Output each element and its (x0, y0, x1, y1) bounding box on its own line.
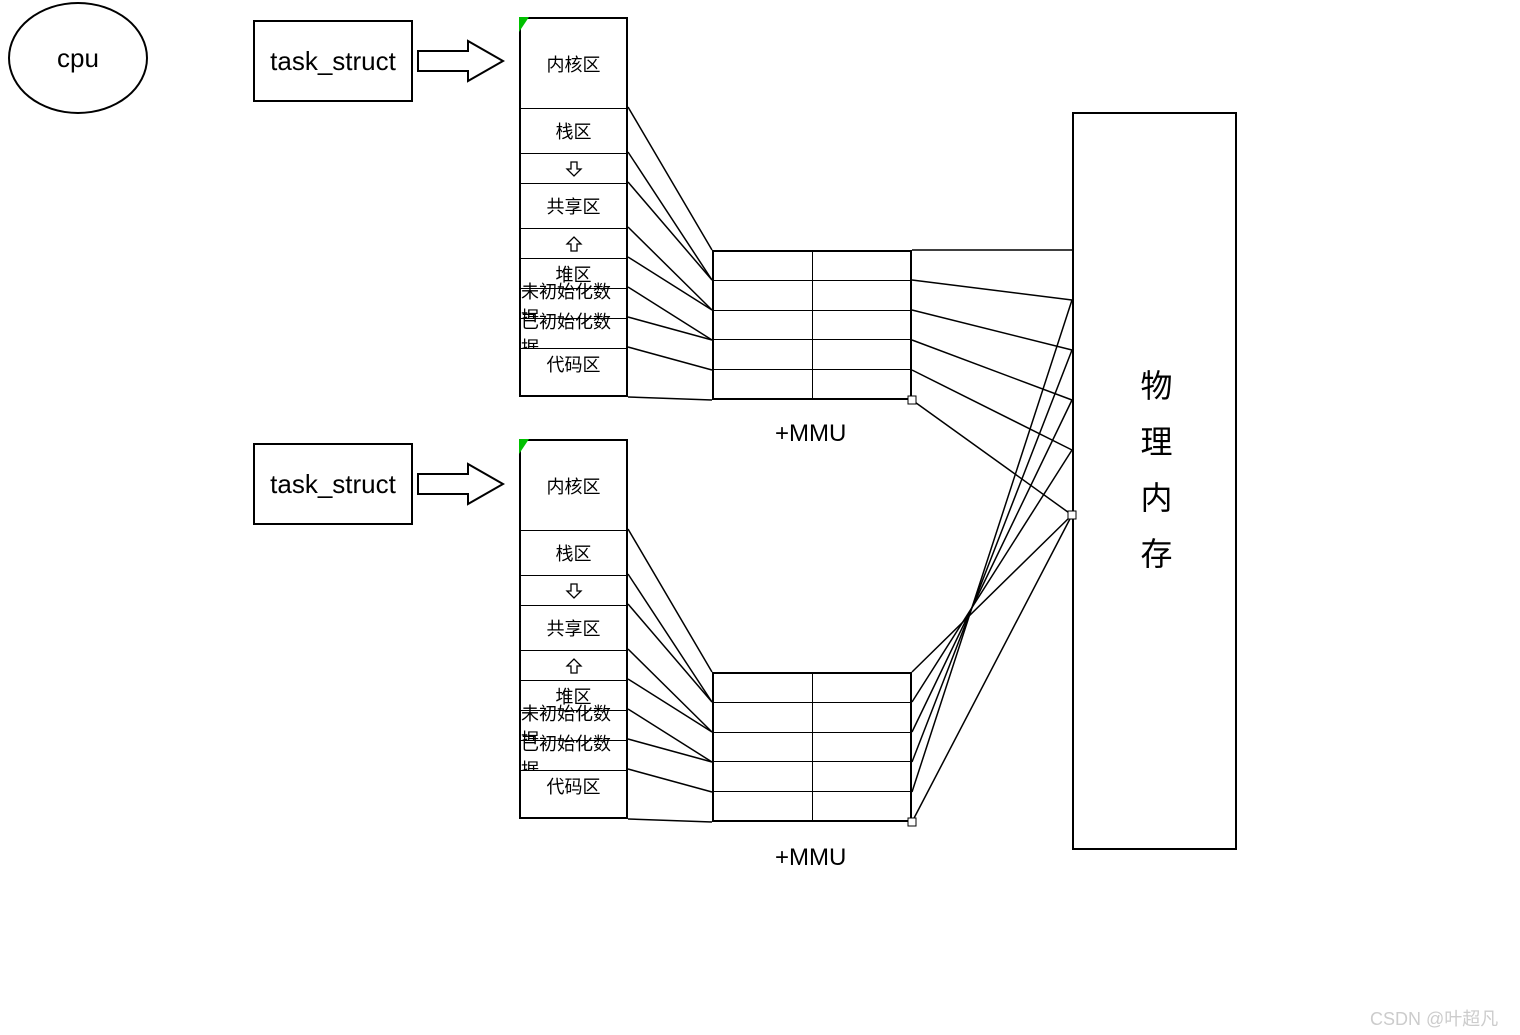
physical-memory: 物理内存 (1072, 112, 1237, 850)
mem-cell-shared: 共享区 (521, 184, 626, 229)
mem-cell-arrow-down (521, 154, 626, 184)
mapping-lines-mem-to-mmu-2 (628, 529, 712, 822)
task-struct-box-1: task_struct (253, 20, 413, 102)
mapping-lines-mmu-to-phys-2 (912, 300, 1072, 822)
mmu-table-2 (712, 672, 912, 822)
task-struct-label: task_struct (270, 469, 396, 500)
arrow-down-icon (565, 582, 583, 600)
mem-cell-data: 已初始化数据 (521, 319, 626, 349)
mem-cell-shared: 共享区 (521, 606, 626, 651)
cpu-node: cpu (8, 2, 148, 114)
task-struct-box-2: task_struct (253, 443, 413, 525)
mapping-lines-mem-to-mmu-1 (628, 107, 712, 400)
mem-cell-arrow-up (521, 229, 626, 259)
mem-cell-data: 已初始化数据 (521, 741, 626, 771)
mmu-label-1: +MMU (775, 420, 846, 448)
mem-cell-kernel: 内核区 (521, 441, 626, 531)
arrow-right-icon (418, 464, 503, 504)
virtual-memory-column-1: 内核区 栈区 共享区 堆区 未初始化数据 已初始化数据 代码区 (519, 17, 628, 397)
cpu-label: cpu (57, 43, 99, 74)
mapping-lines-mmu-to-phys-1 (912, 250, 1072, 515)
mmu-label-2: +MMU (775, 844, 846, 872)
watermark: CSDN @叶超凡 (1370, 1005, 1498, 1031)
mem-cell-arrow-up (521, 651, 626, 681)
mem-cell-code: 代码区 (521, 771, 626, 801)
task-struct-label: task_struct (270, 46, 396, 77)
physical-memory-label: 物理内存 (1132, 369, 1178, 593)
mem-cell-stack: 栈区 (521, 109, 626, 154)
arrow-up-icon (565, 235, 583, 253)
mem-cell-code: 代码区 (521, 349, 626, 379)
mem-cell-stack: 栈区 (521, 531, 626, 576)
mmu-table-1 (712, 250, 912, 400)
mem-cell-kernel: 内核区 (521, 19, 626, 109)
virtual-memory-column-2: 内核区 栈区 共享区 堆区 未初始化数据 已初始化数据 代码区 (519, 439, 628, 819)
arrow-down-icon (565, 160, 583, 178)
arrow-up-icon (565, 657, 583, 675)
connector-overlay (0, 0, 1520, 1035)
mem-cell-arrow-down (521, 576, 626, 606)
arrow-right-icon (418, 41, 503, 81)
